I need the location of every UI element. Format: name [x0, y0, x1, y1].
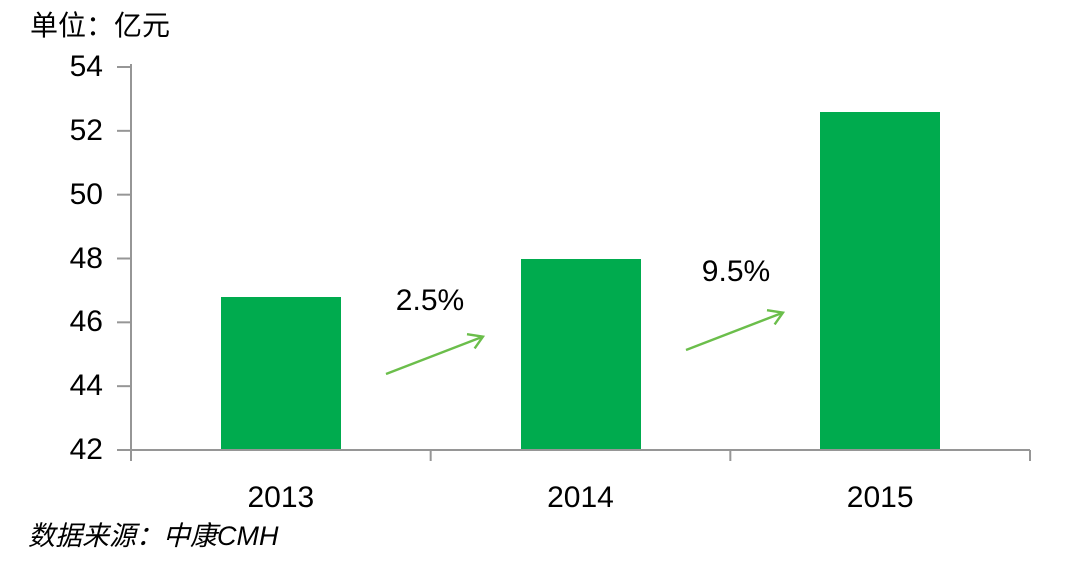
- bar-2013: [220, 296, 341, 449]
- chart-unit-label: 单位：亿元: [30, 10, 171, 41]
- y-axis-label-54: 54: [69, 50, 103, 83]
- growth-rate-label-2013-to-2014: 2.5%: [395, 284, 465, 317]
- bar-2014: [520, 258, 641, 449]
- y-axis-label-44: 44: [69, 369, 103, 403]
- growth-rate-label-2014-to-2015: 9.5%: [701, 255, 771, 288]
- growth-arrow-2013-to-2014: [385, 333, 486, 376]
- x-axis-label-2014: 2014: [547, 481, 614, 514]
- x-axis-label-2015: 2015: [846, 481, 914, 514]
- y-axis-label-48: 48: [69, 241, 103, 275]
- y-axis-label-50: 50: [69, 177, 103, 211]
- growth-arrow-2014-to-2015: [685, 309, 786, 352]
- y-axis-label-42: 42: [69, 433, 103, 466]
- y-axis-label-46: 46: [69, 305, 103, 339]
- y-axis-label-52: 52: [69, 113, 103, 147]
- x-axis-label-2013: 2013: [247, 481, 315, 514]
- data-source-label: 数据来源：中康CMH: [28, 521, 279, 551]
- bar-2015: [820, 111, 941, 449]
